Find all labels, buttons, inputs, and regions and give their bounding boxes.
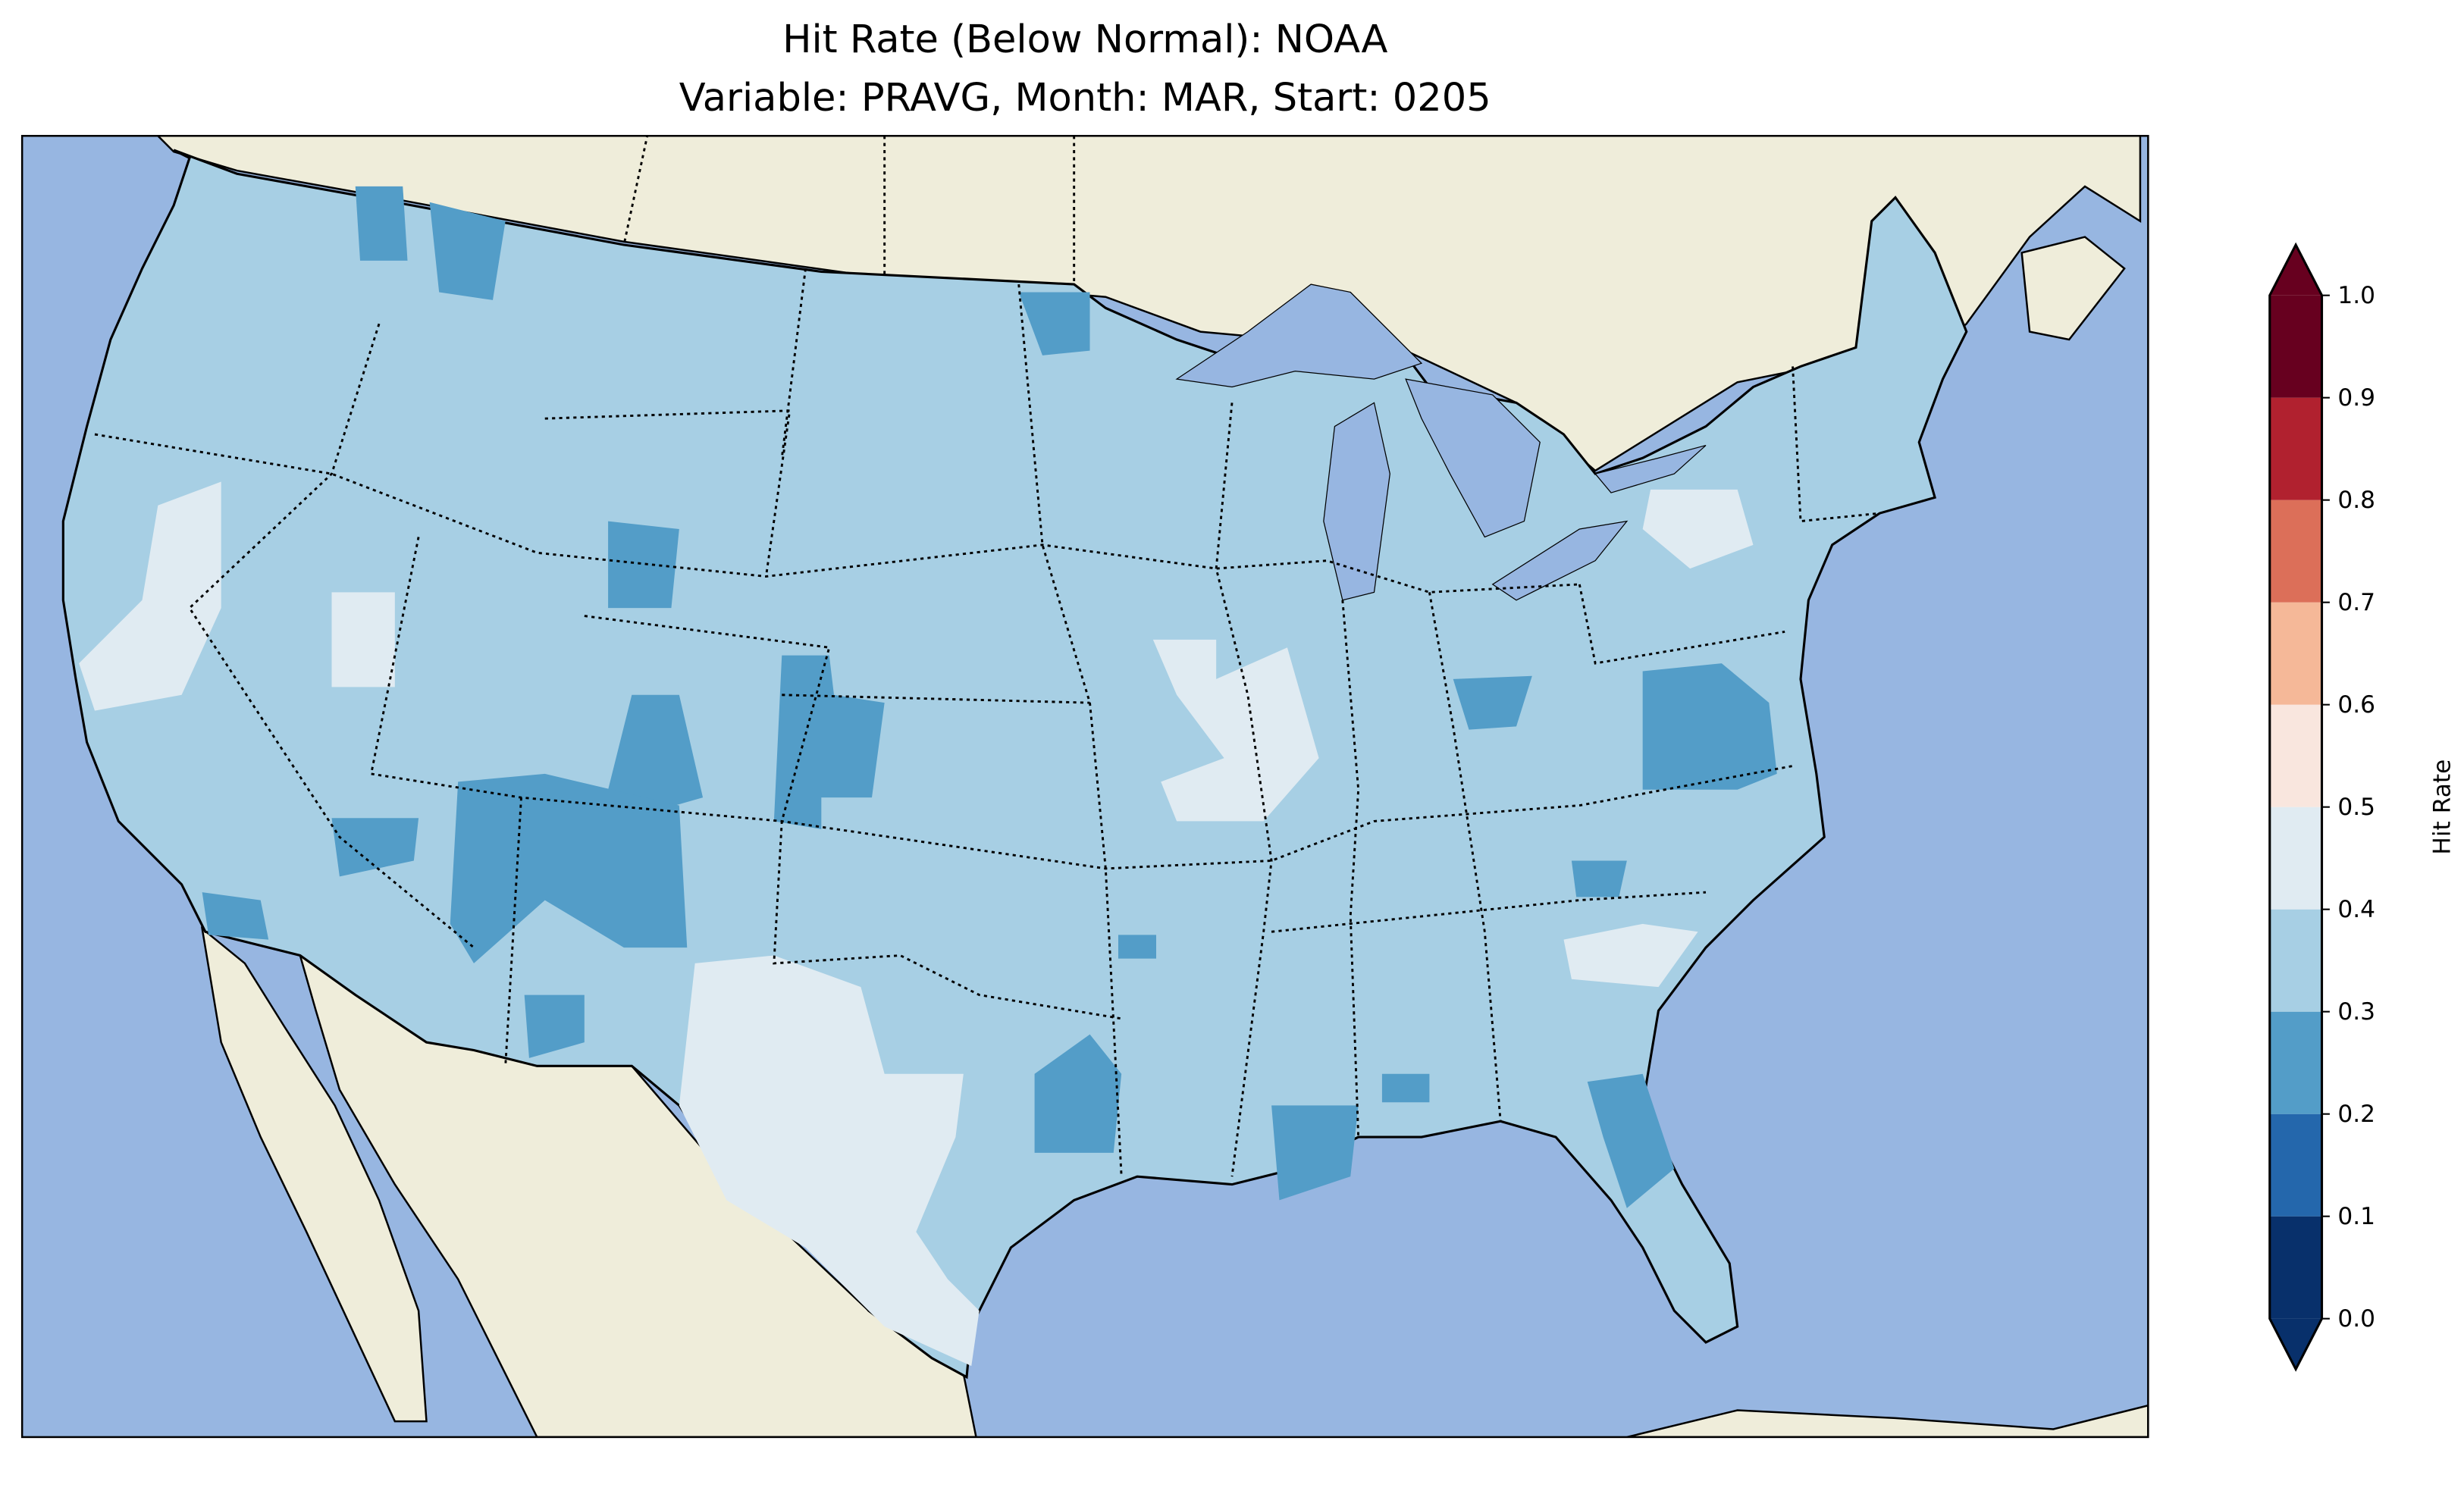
colorbar-bin [2269, 1011, 2322, 1114]
colorbar-tick-label: 0.3 [2337, 998, 2375, 1026]
colorbar-bin [2269, 397, 2322, 500]
colorbar-bin [2269, 295, 2322, 398]
colorbar-tick-label: 0.2 [2337, 1101, 2375, 1128]
colorbar-tick-label: 0.0 [2337, 1305, 2375, 1333]
colorbar-tick-label: 0.9 [2337, 384, 2375, 412]
great-lakes [1175, 283, 1707, 601]
colorbar-tick-label: 0.6 [2337, 691, 2375, 719]
colorbar-bin [2269, 807, 2322, 910]
state-borders [94, 136, 1880, 1177]
colorbar-extend-max [2269, 245, 2322, 296]
colorbar-label: Hit Rate [2428, 760, 2456, 855]
colorbar-bin [2269, 602, 2322, 705]
colorbar-tick-label: 0.4 [2337, 896, 2375, 923]
colorbar-bin [2269, 1216, 2322, 1319]
colorbar: 0.0 0.1 0.2 0.3 0.4 0.5 0.6 0.7 0.8 0.9 1.0 [2268, 242, 2375, 1372]
colorbar-tick-label: 0.7 [2337, 589, 2375, 616]
mexico-land [298, 953, 977, 1437]
cuba-land [1626, 1404, 2149, 1437]
colorbar-bin [2269, 909, 2322, 1012]
colorbar-extend-min [2269, 1318, 2322, 1370]
colorbar-bin [2269, 500, 2322, 603]
colorbar-bin [2269, 1113, 2322, 1217]
title-line-2: Variable: PRAVG, Month: MAR, Start: 0205 [679, 76, 1491, 121]
colorbar-tick-label: 1.0 [2337, 282, 2375, 309]
low-hit-rate-patches [202, 186, 1777, 1208]
nova-scotia-land [2020, 236, 2126, 341]
colorbar-bin [2269, 704, 2322, 807]
map-panel [20, 135, 2149, 1439]
moderate-hit-rate-patches [79, 481, 1754, 1367]
colorbar-tick-label: 0.5 [2337, 794, 2375, 821]
colorbar-tick-label: 0.1 [2337, 1203, 2375, 1230]
title-line-1: Hit Rate (Below Normal): NOAA [782, 17, 1387, 62]
baja-land [200, 926, 428, 1423]
colorbar-tick-label: 0.8 [2337, 487, 2375, 514]
map-frame [20, 135, 2149, 1439]
